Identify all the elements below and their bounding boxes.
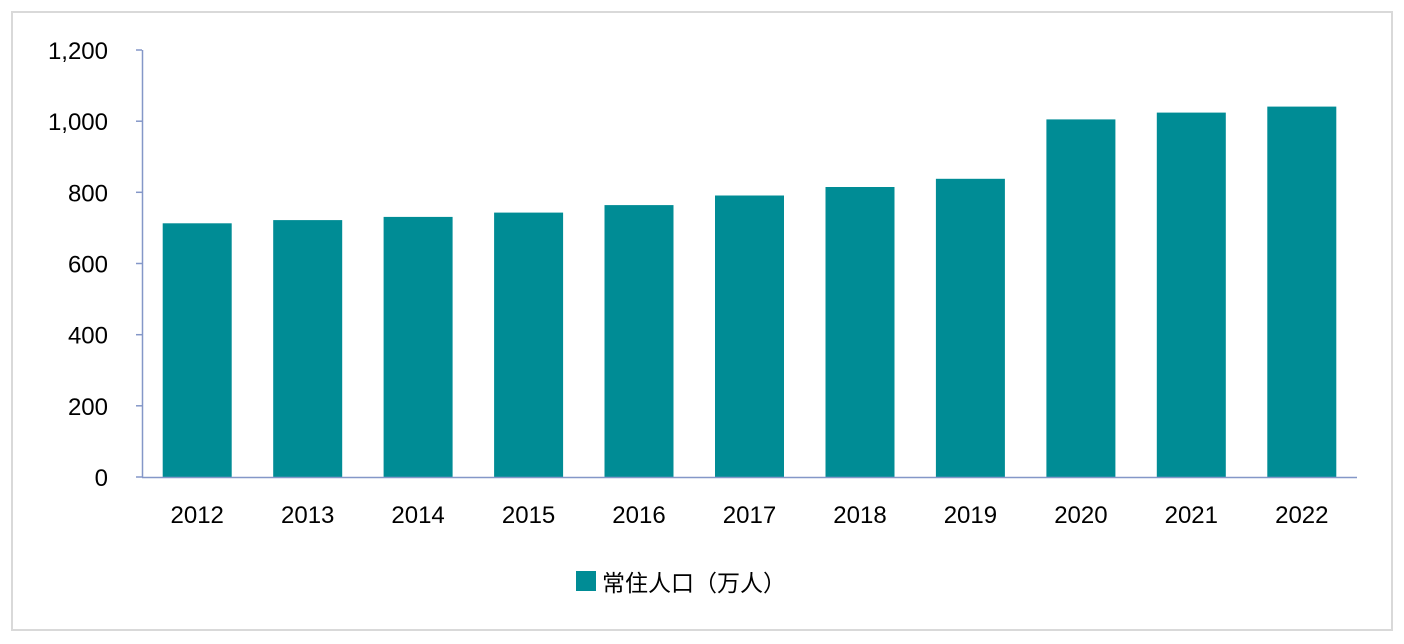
y-tick-label-800: 800 [68,180,108,207]
y-tick-label-400: 400 [68,323,108,350]
bar-2016 [604,205,674,477]
bar-2019 [935,178,1005,478]
bar-2022 [1267,106,1337,477]
y-axis: 0 200 400 600 800 1,000 1,200 [48,38,144,492]
x-tick-label-2020: 2020 [1054,502,1107,529]
x-tick-label-2017: 2017 [723,502,776,529]
y-tick-label-1000: 1,000 [48,109,108,136]
x-axis: 2012 2013 2014 2015 2016 2017 2018 2019 2020 2021… [142,476,1357,529]
y-tick-label-600: 600 [68,252,108,279]
y-tick-label-0: 0 [95,465,108,492]
x-tick-label-2015: 2015 [502,502,555,529]
x-tick-label-2016: 2016 [612,502,665,529]
legend: 常住人口（万人） [576,564,786,598]
bar-2015 [494,212,564,477]
x-tick-label-2013: 2013 [281,502,334,529]
legend-swatch [576,571,596,591]
x-tick-label-2019: 2019 [944,502,997,529]
bar-2020 [1046,119,1116,478]
bar-2012 [162,223,232,477]
x-tick-label-2012: 2012 [171,502,224,529]
bar-2013 [273,220,343,477]
y-tick-label-200: 200 [68,394,108,421]
bar-2014 [383,216,453,477]
x-tick-label-2014: 2014 [391,502,444,529]
y-tick-label-1200: 1,200 [48,38,108,65]
bar-2018 [825,187,895,477]
x-tick-label-2018: 2018 [833,502,886,529]
bar-2021 [1156,112,1226,477]
bars-group [162,106,1337,478]
legend-label: 常住人口（万人） [602,571,786,597]
x-tick-label-2021: 2021 [1165,502,1218,529]
x-tick-label-2022: 2022 [1275,502,1328,529]
bar-2017 [715,195,784,477]
